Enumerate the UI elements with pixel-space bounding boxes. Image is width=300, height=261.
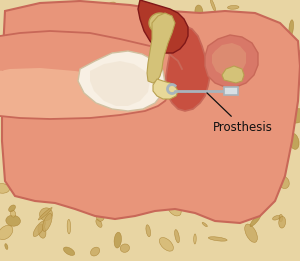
Ellipse shape [11, 210, 16, 217]
Text: Prosthesis: Prosthesis [207, 93, 273, 134]
Ellipse shape [33, 221, 46, 236]
Ellipse shape [290, 54, 295, 70]
Ellipse shape [202, 222, 207, 227]
Ellipse shape [167, 202, 181, 216]
Ellipse shape [13, 183, 22, 192]
Ellipse shape [233, 13, 248, 25]
Ellipse shape [76, 14, 82, 19]
Ellipse shape [273, 216, 280, 220]
Ellipse shape [6, 215, 20, 226]
Ellipse shape [149, 13, 171, 33]
Ellipse shape [266, 58, 273, 66]
Ellipse shape [102, 2, 117, 20]
Ellipse shape [208, 237, 227, 241]
Polygon shape [0, 81, 168, 119]
Ellipse shape [146, 225, 151, 237]
Ellipse shape [232, 100, 248, 112]
Ellipse shape [245, 224, 257, 242]
Ellipse shape [288, 109, 300, 123]
Polygon shape [222, 66, 244, 83]
Ellipse shape [267, 73, 278, 84]
Ellipse shape [227, 5, 239, 9]
Polygon shape [0, 68, 168, 119]
Ellipse shape [278, 107, 285, 117]
Ellipse shape [246, 33, 250, 42]
Ellipse shape [279, 216, 286, 228]
Ellipse shape [161, 9, 171, 24]
Polygon shape [0, 31, 182, 81]
Ellipse shape [38, 207, 52, 220]
Ellipse shape [250, 215, 261, 227]
Ellipse shape [262, 74, 268, 78]
Polygon shape [205, 35, 258, 87]
Ellipse shape [175, 230, 179, 243]
Ellipse shape [43, 213, 52, 231]
Ellipse shape [9, 205, 15, 212]
Polygon shape [224, 87, 238, 95]
Ellipse shape [287, 69, 300, 78]
Ellipse shape [15, 102, 25, 110]
Polygon shape [166, 26, 210, 111]
Polygon shape [138, 0, 188, 53]
Ellipse shape [194, 234, 196, 244]
Ellipse shape [13, 14, 19, 25]
Ellipse shape [276, 43, 279, 50]
Ellipse shape [279, 215, 283, 222]
Polygon shape [90, 61, 150, 106]
Ellipse shape [289, 133, 299, 149]
Ellipse shape [8, 98, 23, 107]
Polygon shape [78, 51, 165, 111]
Ellipse shape [96, 219, 102, 227]
Ellipse shape [247, 88, 259, 100]
Ellipse shape [12, 161, 23, 169]
Ellipse shape [114, 232, 122, 248]
Ellipse shape [40, 208, 52, 221]
Ellipse shape [67, 219, 70, 234]
Ellipse shape [278, 176, 289, 188]
Polygon shape [2, 1, 300, 223]
Ellipse shape [195, 5, 203, 18]
Ellipse shape [243, 179, 252, 189]
Ellipse shape [96, 210, 104, 221]
Ellipse shape [91, 247, 100, 256]
Ellipse shape [4, 14, 11, 24]
Ellipse shape [25, 67, 29, 78]
Ellipse shape [116, 15, 123, 28]
Ellipse shape [125, 199, 136, 211]
Polygon shape [147, 13, 175, 83]
Ellipse shape [91, 8, 99, 16]
Ellipse shape [289, 20, 293, 36]
Ellipse shape [0, 184, 10, 193]
Polygon shape [212, 43, 246, 76]
Ellipse shape [284, 96, 296, 115]
Ellipse shape [287, 45, 300, 58]
Ellipse shape [64, 247, 75, 256]
Ellipse shape [250, 168, 261, 176]
Ellipse shape [25, 25, 29, 29]
Ellipse shape [159, 238, 173, 251]
Ellipse shape [210, 0, 216, 11]
Ellipse shape [5, 244, 8, 250]
Ellipse shape [21, 84, 32, 94]
Ellipse shape [0, 225, 13, 240]
Polygon shape [153, 79, 178, 99]
Ellipse shape [272, 51, 279, 64]
Ellipse shape [271, 87, 285, 99]
Ellipse shape [120, 244, 130, 252]
Ellipse shape [52, 22, 67, 25]
Ellipse shape [38, 224, 46, 238]
